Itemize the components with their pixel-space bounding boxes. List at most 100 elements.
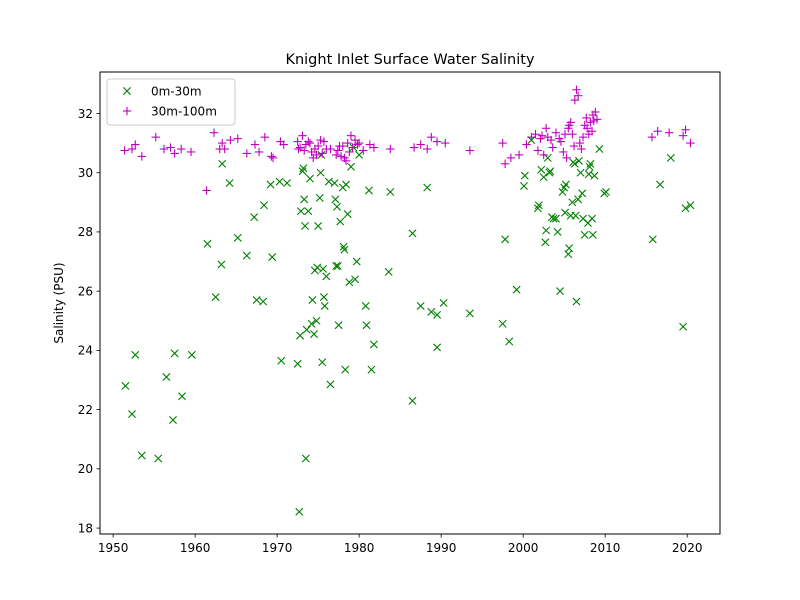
data-point-30-100m xyxy=(333,146,343,155)
data-point-30-100m xyxy=(294,144,303,154)
data-point-0-30m xyxy=(322,272,331,281)
data-point-0-30m xyxy=(121,381,130,390)
data-point-0-30m xyxy=(408,229,417,238)
data-point-0-30m xyxy=(316,168,325,177)
data-point-30-100m xyxy=(506,153,516,163)
data-point-0-30m xyxy=(546,167,555,176)
data-point-30-100m xyxy=(546,135,556,145)
data-point-0-30m xyxy=(187,350,196,359)
legend-label-2: 30m-100m xyxy=(151,104,217,118)
data-point-30-100m xyxy=(578,132,588,142)
data-point-0-30m xyxy=(312,316,321,325)
data-point-30-100m xyxy=(369,143,379,152)
data-point-0-30m xyxy=(332,261,341,270)
y-tick-label: 20 xyxy=(78,462,93,476)
data-point-30-100m xyxy=(348,143,357,152)
data-point-30-100m xyxy=(582,124,592,133)
data-point-0-30m xyxy=(345,278,354,287)
data-point-0-30m xyxy=(250,213,259,222)
data-point-0-30m xyxy=(681,204,690,213)
data-point-30-100m xyxy=(319,137,329,146)
data-point-30-100m xyxy=(423,144,432,154)
data-point-30-100m xyxy=(577,144,586,154)
data-point-0-30m xyxy=(336,217,345,226)
data-point-30-100m xyxy=(427,132,436,142)
data-point-0-30m xyxy=(307,319,316,328)
data-point-0-30m xyxy=(580,230,589,239)
data-point-0-30m xyxy=(351,275,360,284)
data-point-30-100m xyxy=(681,125,690,134)
data-point-0-30m xyxy=(520,182,528,191)
data-point-0-30m xyxy=(340,245,349,254)
data-point-0-30m xyxy=(505,337,514,346)
data-point-0-30m xyxy=(315,193,324,202)
x-tick-label: 2020 xyxy=(672,541,703,555)
data-point-0-30m xyxy=(314,222,323,230)
data-point-0-30m xyxy=(512,285,521,294)
data-point-30-100m xyxy=(541,124,551,133)
data-point-0-30m xyxy=(320,301,329,310)
data-point-0-30m xyxy=(648,235,657,244)
data-point-30-100m xyxy=(386,144,395,154)
data-point-30-100m xyxy=(343,138,352,148)
data-point-30-100m xyxy=(127,144,137,154)
data-point-0-30m xyxy=(679,322,688,331)
data-point-30-100m xyxy=(131,140,140,149)
data-point-0-30m xyxy=(423,183,432,192)
data-point-0-30m xyxy=(252,296,261,305)
data-point-0-30m xyxy=(539,173,548,182)
data-point-0-30m xyxy=(260,201,269,210)
data-point-0-30m xyxy=(570,159,579,168)
data-point-0-30m xyxy=(576,168,585,177)
data-point-0-30m xyxy=(549,214,558,223)
data-point-0-30m xyxy=(275,177,284,186)
data-point-0-30m xyxy=(310,330,319,339)
data-point-30-100m xyxy=(338,141,347,151)
data-point-0-30m xyxy=(296,207,305,216)
x-tick-label: 1950 xyxy=(98,541,129,555)
data-point-0-30m xyxy=(169,415,177,424)
data-point-0-30m xyxy=(300,195,309,204)
data-point-30-100m xyxy=(220,144,229,154)
data-point-30-100m xyxy=(170,149,179,158)
data-point-0-30m xyxy=(584,170,593,179)
data-point-30-100m xyxy=(305,138,315,148)
data-point-0-30m xyxy=(211,293,220,302)
data-point-30-100m xyxy=(353,140,362,149)
data-point-0-30m xyxy=(355,150,364,159)
data-point-0-30m xyxy=(301,222,310,230)
series-2-points xyxy=(120,85,695,195)
data-points-layer xyxy=(120,85,695,516)
data-point-0-30m xyxy=(384,267,393,276)
series-1-points xyxy=(121,136,695,516)
data-point-0-30m xyxy=(498,319,507,328)
data-point-30-100m xyxy=(664,128,674,137)
legend-marker-1 xyxy=(123,87,131,95)
data-point-30-100m xyxy=(572,85,581,94)
data-point-0-30m xyxy=(242,251,251,260)
data-point-30-100m xyxy=(582,113,591,123)
data-point-30-100m xyxy=(186,147,196,157)
data-point-30-100m xyxy=(341,156,351,166)
data-point-0-30m xyxy=(574,156,583,165)
data-point-30-100m xyxy=(279,140,288,149)
data-point-0-30m xyxy=(433,343,442,352)
plot-frame xyxy=(99,71,721,535)
data-point-30-100m xyxy=(209,128,219,137)
data-point-30-100m xyxy=(441,138,450,148)
data-point-0-30m xyxy=(319,264,328,273)
data-point-30-100m xyxy=(514,150,524,160)
data-point-0-30m xyxy=(365,186,373,195)
data-point-30-100m xyxy=(354,138,364,148)
data-point-30-100m xyxy=(591,107,600,117)
data-point-30-100m xyxy=(326,144,335,154)
data-point-0-30m xyxy=(301,454,310,463)
data-point-30-100m xyxy=(498,138,507,148)
data-point-30-100m xyxy=(592,115,602,124)
data-point-0-30m xyxy=(333,202,341,211)
y-tick-label: 30 xyxy=(78,166,93,180)
data-point-30-100m xyxy=(359,146,368,155)
data-point-0-30m xyxy=(326,380,335,389)
data-point-0-30m xyxy=(162,373,171,382)
data-point-0-30m xyxy=(352,257,361,266)
